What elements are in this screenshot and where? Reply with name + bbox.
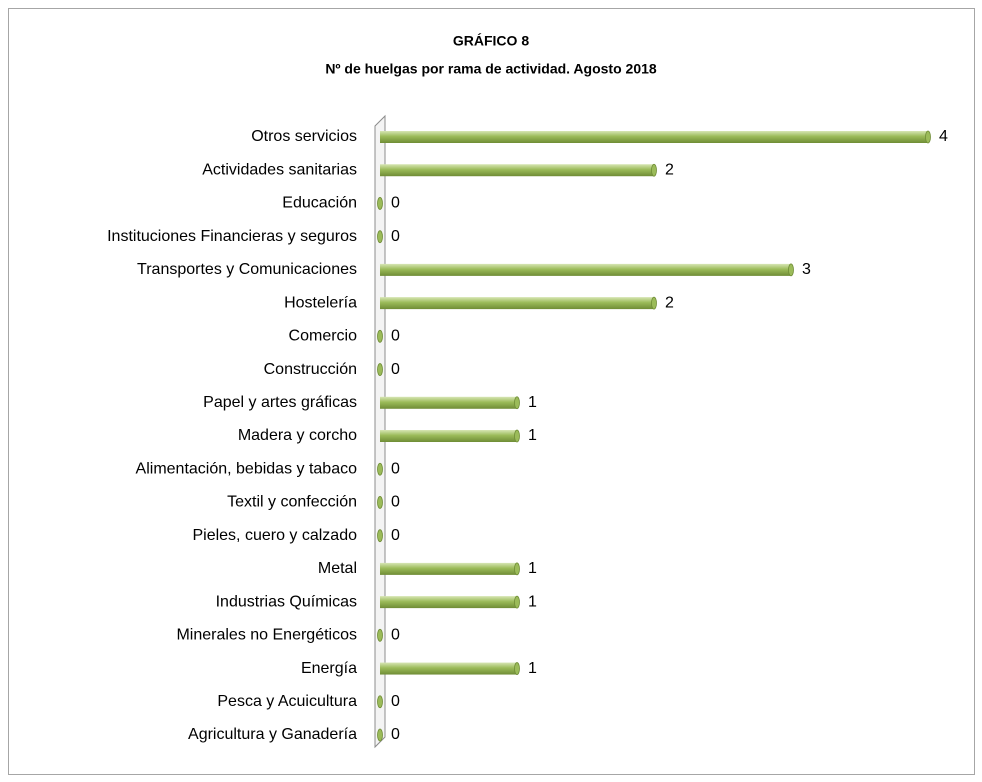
value-label: 1 [528,593,537,610]
y-tick-label: Otros servicios [251,128,357,145]
y-tick-label: Energía [301,660,357,677]
value-label: 1 [528,394,537,411]
bar [380,596,517,609]
value-label: 0 [391,228,400,245]
y-tick-label: Textil y confección [227,494,357,511]
bar-cap [377,529,383,543]
value-label: 1 [528,427,537,444]
y-tick-label: Comercio [289,328,358,345]
value-label: 0 [391,494,400,511]
value-label: 0 [391,328,400,345]
value-label: 2 [665,161,674,178]
value-label: 3 [802,261,811,278]
value-label: 0 [391,726,400,743]
value-label: 2 [665,294,674,311]
y-tick-label: Actividades sanitarias [202,161,357,178]
value-label: 1 [528,560,537,577]
bar [380,430,517,442]
bar-cap [377,363,383,376]
y-tick-label: Madera y corcho [238,427,357,444]
y-tick-label: Alimentación, bebidas y tabaco [136,460,358,477]
bar-cap [377,728,383,742]
bar-cap [514,429,520,443]
bar-cap [377,496,383,509]
y-tick-label: Educación [282,195,357,212]
bar [380,164,654,177]
chart-title: GRÁFICO 8 [453,33,529,49]
bar-cap [514,595,520,609]
bar-cap [514,562,520,576]
y-tick-label: Papel y artes gráficas [203,394,357,411]
y-tick-label: Pieles, cuero y calzado [192,527,357,544]
value-label: 0 [391,527,400,544]
bar-cap [377,628,383,642]
bar-cap [514,662,520,675]
bar-cap [651,296,657,310]
bar-cap [377,230,383,244]
y-tick-label: Construcción [264,361,357,378]
value-label: 0 [391,195,400,212]
y-tick-label: Pesca y Acuicultura [217,693,357,710]
bar-cap [377,462,383,476]
y-tick-label: Minerales no Energéticos [176,627,357,644]
bar [380,297,654,310]
bar [380,562,517,575]
bar-cap [377,329,383,343]
bar-cap [377,197,383,210]
bar-cap [788,263,794,277]
value-label: 0 [391,627,400,644]
chart-subtitle: Nº de huelgas por rama de actividad. Ago… [325,61,657,77]
chart-border [8,8,975,775]
y-tick-label: Metal [318,560,357,577]
bar [380,662,517,675]
value-label: 4 [939,128,948,145]
bar [380,131,928,143]
y-tick-label: Instituciones Financieras y seguros [107,228,357,245]
value-label: 0 [391,361,400,378]
bar-cap [925,130,931,144]
y-tick-label: Industrias Químicas [216,593,357,610]
bar [380,396,517,409]
y-tick-label: Transportes y Comunicaciones [137,261,357,278]
bar-cap [651,163,657,177]
bar [380,263,791,276]
value-label: 0 [391,460,400,477]
bar-cap [514,396,520,410]
value-label: 0 [391,693,400,710]
y-tick-label: Hostelería [284,294,357,311]
value-label: 1 [528,660,537,677]
y-tick-label: Agricultura y Ganadería [188,726,357,743]
bar-cap [377,695,383,709]
